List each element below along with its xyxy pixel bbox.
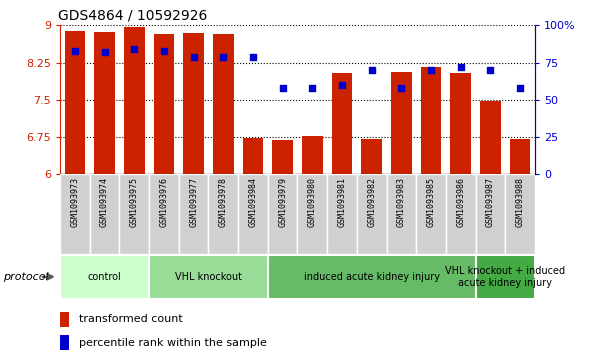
Point: [337, 82, 347, 88]
Bar: [450, 73, 471, 174]
Text: GSM1093983: GSM1093983: [397, 177, 406, 227]
FancyBboxPatch shape: [475, 174, 505, 254]
Text: GDS4864 / 10592926: GDS4864 / 10592926: [58, 9, 207, 23]
FancyBboxPatch shape: [357, 174, 386, 254]
Bar: [332, 73, 352, 174]
Bar: [361, 139, 382, 174]
FancyBboxPatch shape: [209, 174, 238, 254]
Bar: [510, 139, 531, 174]
Point: [159, 48, 169, 54]
Point: [486, 67, 495, 73]
Point: [308, 85, 317, 91]
Text: GSM1093985: GSM1093985: [427, 177, 436, 227]
Point: [248, 54, 258, 60]
Point: [70, 48, 80, 54]
Bar: [391, 72, 412, 174]
Text: induced acute kidney injury: induced acute kidney injury: [304, 272, 440, 282]
Bar: [124, 27, 145, 174]
FancyBboxPatch shape: [446, 174, 475, 254]
Point: [397, 85, 406, 91]
Point: [189, 54, 198, 60]
Text: GSM1093988: GSM1093988: [516, 177, 525, 227]
Bar: [213, 34, 234, 174]
Bar: [272, 140, 293, 174]
FancyBboxPatch shape: [238, 174, 268, 254]
FancyBboxPatch shape: [90, 174, 120, 254]
Text: GSM1093977: GSM1093977: [189, 177, 198, 227]
Text: transformed count: transformed count: [79, 314, 183, 325]
Text: VHL knockout + induced
acute kidney injury: VHL knockout + induced acute kidney inju…: [445, 266, 566, 287]
Bar: [302, 135, 323, 174]
FancyBboxPatch shape: [149, 255, 268, 298]
Text: GSM1093979: GSM1093979: [278, 177, 287, 227]
Bar: [154, 34, 174, 174]
Text: VHL knockout: VHL knockout: [175, 272, 242, 282]
Bar: [183, 33, 204, 174]
FancyBboxPatch shape: [297, 174, 327, 254]
FancyBboxPatch shape: [149, 174, 179, 254]
FancyBboxPatch shape: [60, 255, 149, 298]
Point: [367, 67, 376, 73]
Text: GSM1093987: GSM1093987: [486, 177, 495, 227]
Bar: [60, 335, 69, 350]
Text: GSM1093976: GSM1093976: [159, 177, 168, 227]
Text: control: control: [88, 272, 121, 282]
FancyBboxPatch shape: [268, 255, 475, 298]
Bar: [64, 31, 85, 174]
FancyBboxPatch shape: [268, 174, 297, 254]
Text: GSM1093975: GSM1093975: [130, 177, 139, 227]
Bar: [480, 101, 501, 174]
Point: [515, 85, 525, 91]
Text: GSM1093974: GSM1093974: [100, 177, 109, 227]
Point: [456, 64, 466, 70]
Point: [426, 67, 436, 73]
FancyBboxPatch shape: [416, 174, 446, 254]
Point: [100, 49, 109, 55]
FancyBboxPatch shape: [386, 174, 416, 254]
Text: GSM1093973: GSM1093973: [70, 177, 79, 227]
Text: GSM1093982: GSM1093982: [367, 177, 376, 227]
Text: GSM1093986: GSM1093986: [456, 177, 465, 227]
Text: GSM1093984: GSM1093984: [248, 177, 257, 227]
Point: [219, 54, 228, 60]
FancyBboxPatch shape: [179, 174, 209, 254]
Bar: [60, 312, 69, 327]
Bar: [421, 66, 441, 174]
Bar: [94, 32, 115, 174]
FancyBboxPatch shape: [327, 174, 357, 254]
FancyBboxPatch shape: [120, 174, 149, 254]
Bar: [243, 138, 263, 174]
Text: GSM1093981: GSM1093981: [338, 177, 347, 227]
Text: protocol: protocol: [3, 272, 49, 282]
FancyBboxPatch shape: [475, 255, 535, 298]
Point: [129, 46, 139, 52]
FancyBboxPatch shape: [60, 174, 90, 254]
Text: percentile rank within the sample: percentile rank within the sample: [79, 338, 267, 347]
Text: GSM1093978: GSM1093978: [219, 177, 228, 227]
FancyBboxPatch shape: [505, 174, 535, 254]
Point: [278, 85, 287, 91]
Text: GSM1093980: GSM1093980: [308, 177, 317, 227]
